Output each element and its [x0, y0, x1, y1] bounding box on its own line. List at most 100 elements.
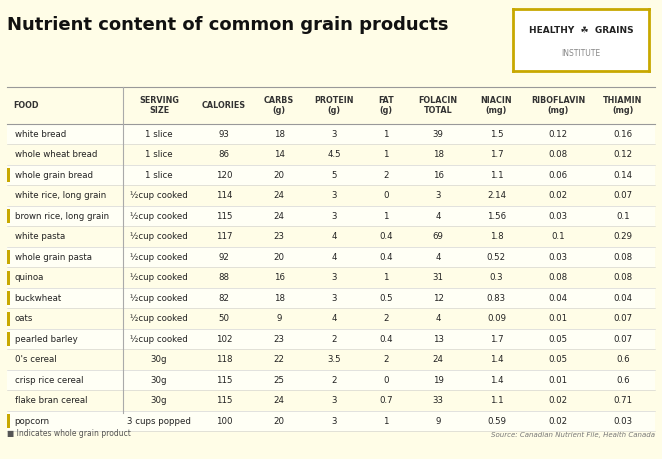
- Text: 24: 24: [273, 191, 285, 200]
- Text: 0.06: 0.06: [549, 171, 567, 179]
- Text: ½cup cooked: ½cup cooked: [130, 335, 188, 344]
- Text: 1.5: 1.5: [490, 130, 503, 139]
- Text: 2: 2: [383, 355, 389, 364]
- Text: ½cup cooked: ½cup cooked: [130, 191, 188, 200]
- Text: 9: 9: [277, 314, 282, 323]
- Text: 0.09: 0.09: [487, 314, 506, 323]
- Text: 0.01: 0.01: [549, 314, 567, 323]
- Text: 118: 118: [216, 355, 232, 364]
- Text: 12: 12: [432, 294, 444, 302]
- Text: 3.5: 3.5: [328, 355, 341, 364]
- Text: 0.05: 0.05: [549, 335, 567, 344]
- Text: 3: 3: [332, 294, 337, 302]
- Text: 25: 25: [273, 376, 285, 385]
- Text: CARBS
(g): CARBS (g): [264, 96, 294, 115]
- Text: 16: 16: [273, 273, 285, 282]
- Text: 0.83: 0.83: [487, 294, 506, 302]
- Text: NIACIN
(mg): NIACIN (mg): [481, 96, 512, 115]
- Text: 18: 18: [273, 130, 285, 139]
- Text: whole wheat bread: whole wheat bread: [15, 150, 97, 159]
- Text: 30g: 30g: [151, 376, 167, 385]
- Text: 0.03: 0.03: [614, 417, 632, 425]
- Text: 20: 20: [273, 171, 285, 179]
- Text: 1.56: 1.56: [487, 212, 506, 221]
- Text: 88: 88: [218, 273, 230, 282]
- Text: INSTITUTE: INSTITUTE: [561, 49, 600, 58]
- Text: 0.4: 0.4: [379, 232, 393, 241]
- Text: 3: 3: [332, 417, 337, 425]
- Text: 0.16: 0.16: [614, 130, 632, 139]
- Text: 0.08: 0.08: [614, 253, 632, 262]
- Text: buckwheat: buckwheat: [15, 294, 62, 302]
- Text: 0.7: 0.7: [379, 396, 393, 405]
- Text: 0.4: 0.4: [379, 253, 393, 262]
- Text: FAT
(g): FAT (g): [378, 96, 394, 115]
- Text: 31: 31: [432, 273, 444, 282]
- Text: 3 cups popped: 3 cups popped: [127, 417, 191, 425]
- Text: 23: 23: [273, 232, 285, 241]
- Text: 22: 22: [273, 355, 285, 364]
- Text: 0.08: 0.08: [614, 273, 632, 282]
- Text: ½cup cooked: ½cup cooked: [130, 212, 188, 221]
- Text: whole grain pasta: whole grain pasta: [15, 253, 91, 262]
- Text: 24: 24: [432, 355, 444, 364]
- Text: 1: 1: [383, 130, 389, 139]
- Text: 4: 4: [332, 232, 337, 241]
- Text: brown rice, long grain: brown rice, long grain: [15, 212, 109, 221]
- Text: CALORIES: CALORIES: [202, 101, 246, 110]
- Text: 0.59: 0.59: [487, 417, 506, 425]
- Text: 16: 16: [432, 171, 444, 179]
- Text: 1: 1: [383, 273, 389, 282]
- Text: 0.4: 0.4: [379, 335, 393, 344]
- Text: 0.5: 0.5: [379, 294, 393, 302]
- Text: Nutrient content of common grain products: Nutrient content of common grain product…: [7, 17, 448, 34]
- Text: 0.05: 0.05: [549, 355, 567, 364]
- Text: 0.04: 0.04: [549, 294, 567, 302]
- Text: 69: 69: [432, 232, 444, 241]
- Text: 100: 100: [216, 417, 232, 425]
- Text: 0.14: 0.14: [614, 171, 632, 179]
- Text: 0: 0: [383, 191, 389, 200]
- Text: 0.6: 0.6: [616, 376, 630, 385]
- Text: whole grain bread: whole grain bread: [15, 171, 93, 179]
- Text: 4: 4: [332, 314, 337, 323]
- Text: SERVING
SIZE: SERVING SIZE: [139, 96, 179, 115]
- Text: ■ Indicates whole grain product: ■ Indicates whole grain product: [7, 429, 130, 438]
- Text: 30g: 30g: [151, 396, 167, 405]
- Text: 86: 86: [218, 150, 230, 159]
- Text: 0.03: 0.03: [549, 212, 567, 221]
- Text: 0.08: 0.08: [549, 273, 567, 282]
- Text: 0.02: 0.02: [549, 191, 567, 200]
- Text: 24: 24: [273, 396, 285, 405]
- Text: 3: 3: [436, 191, 441, 200]
- Text: HEALTHY  ☘  GRAINS: HEALTHY ☘ GRAINS: [528, 26, 634, 35]
- Text: 0.3: 0.3: [490, 273, 503, 282]
- Text: 0.07: 0.07: [614, 314, 632, 323]
- Text: ½cup cooked: ½cup cooked: [130, 294, 188, 302]
- Text: flake bran cereal: flake bran cereal: [15, 396, 87, 405]
- Text: 0.71: 0.71: [614, 396, 632, 405]
- Text: 0.04: 0.04: [614, 294, 632, 302]
- Text: ½cup cooked: ½cup cooked: [130, 253, 188, 262]
- Text: 0.02: 0.02: [549, 396, 567, 405]
- Text: popcorn: popcorn: [15, 417, 50, 425]
- Text: RIBOFLAVIN
(mg): RIBOFLAVIN (mg): [531, 96, 585, 115]
- Text: crisp rice cereal: crisp rice cereal: [15, 376, 83, 385]
- Text: 1: 1: [383, 150, 389, 159]
- Text: 2: 2: [383, 314, 389, 323]
- Text: THIAMIN
(mg): THIAMIN (mg): [603, 96, 643, 115]
- Text: 1 slice: 1 slice: [145, 150, 173, 159]
- Text: 5: 5: [332, 171, 337, 179]
- Text: 14: 14: [273, 150, 285, 159]
- Text: 0.07: 0.07: [614, 191, 632, 200]
- Text: 20: 20: [273, 253, 285, 262]
- Text: 1.4: 1.4: [490, 376, 503, 385]
- Text: 93: 93: [218, 130, 230, 139]
- Text: 117: 117: [216, 232, 232, 241]
- Text: ½cup cooked: ½cup cooked: [130, 232, 188, 241]
- Text: 3: 3: [332, 273, 337, 282]
- Text: 0.02: 0.02: [549, 417, 567, 425]
- Text: oats: oats: [15, 314, 33, 323]
- Text: 3: 3: [332, 191, 337, 200]
- Text: 0.12: 0.12: [549, 130, 567, 139]
